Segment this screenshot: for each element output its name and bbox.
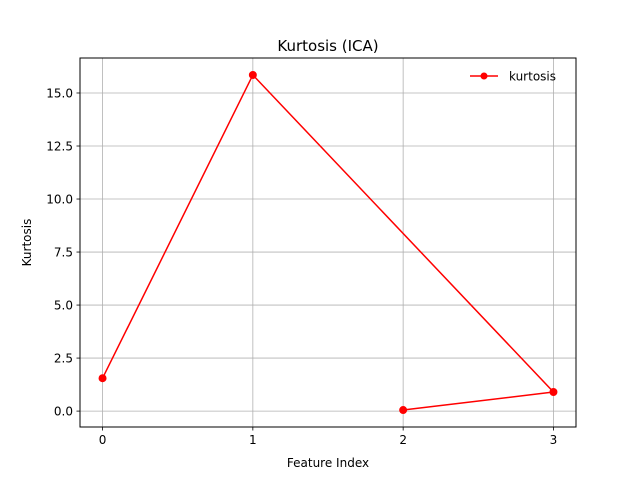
legend-marker-swatch	[480, 72, 488, 80]
x-axis-label: Feature Index	[287, 456, 369, 470]
y-tick-label: 0.0	[54, 404, 73, 418]
y-tick-label: 5.0	[54, 298, 73, 312]
legend-label-kurtosis: kurtosis	[509, 69, 556, 83]
data-point	[549, 388, 558, 397]
data-point	[248, 70, 257, 79]
legend: kurtosis	[470, 69, 556, 83]
series-layer	[98, 70, 558, 415]
chart-title: Kurtosis (ICA)	[277, 37, 378, 55]
y-tick-label: 7.5	[54, 245, 73, 259]
data-point	[98, 374, 107, 383]
y-axis-label: Kurtosis	[20, 219, 34, 267]
y-tick-label: 10.0	[46, 192, 73, 206]
y-tick-label: 2.5	[54, 351, 73, 365]
tick-layer: 0 1 2 3 0.0 2.5 5.0 7.5 10.0 12.5 15.0	[46, 86, 557, 447]
axes-frame	[79, 57, 577, 428]
x-tick-label: 0	[99, 433, 107, 447]
x-tick-label: 1	[249, 433, 257, 447]
x-tick-label: 2	[399, 433, 407, 447]
y-tick-label: 15.0	[46, 86, 73, 100]
grid-layer	[80, 58, 576, 427]
x-tick-label: 3	[550, 433, 558, 447]
series-line-kurtosis	[101, 74, 555, 411]
data-point	[399, 406, 408, 415]
y-tick-label: 12.5	[46, 139, 73, 153]
